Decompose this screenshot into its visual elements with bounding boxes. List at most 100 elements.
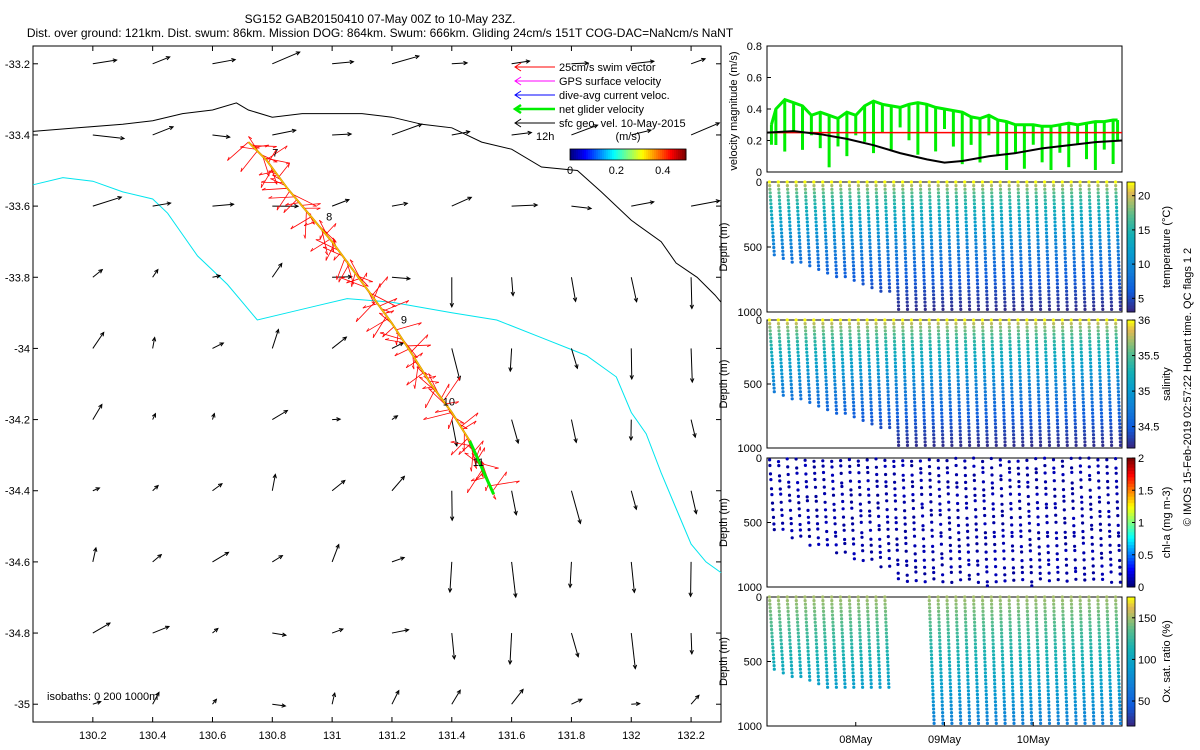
temperature-data-point: [921, 256, 925, 260]
chlorophyll-data-point: [1054, 531, 1058, 535]
chlorophyll-data-point: [892, 459, 896, 463]
temperature-data-point: [789, 249, 794, 253]
chlorophyll-data-point: [939, 542, 944, 546]
salinity-data-point: [808, 397, 812, 401]
temperature-data-point: [833, 253, 838, 257]
salinity-data-point: [1098, 368, 1102, 372]
chlorophyll-data-point: [938, 502, 942, 506]
oxygen-data-point: [1025, 613, 1030, 617]
temperature-data-point: [913, 264, 917, 268]
salinity-data-point: [939, 382, 943, 387]
oxygen-data-point: [985, 718, 989, 722]
chlorophyll-data-point: [780, 513, 784, 518]
salinity-data-point: [932, 443, 936, 447]
salinity-data-point: [1079, 343, 1083, 347]
salinity-data-point: [1026, 347, 1030, 351]
temperature-data-point: [1116, 238, 1120, 242]
chlorophyll-data-point: [1064, 542, 1068, 546]
temperature-data-point: [851, 253, 855, 257]
salinity-data-point: [1047, 429, 1051, 433]
salinity-data-point: [833, 386, 837, 390]
chlorophyll-data-point: [1063, 530, 1067, 534]
oxygen-data-point: [831, 624, 835, 628]
oxygen-data-point: [850, 656, 855, 661]
salinity-data-point: [1100, 415, 1104, 419]
salinity-data-point: [842, 382, 846, 387]
temperature-data-point: [1000, 224, 1004, 228]
chlorophyll-data-point: [895, 543, 899, 547]
temperature-data-point: [883, 191, 887, 195]
salinity-data-point: [1030, 440, 1034, 444]
oxygen-data-point: [939, 667, 943, 671]
salinity-data-point: [957, 400, 961, 404]
temperature-data-point: [821, 191, 825, 195]
oxygen-data-point: [780, 656, 784, 661]
salinity-data-point: [1054, 393, 1058, 397]
temperature-data-point: [1017, 213, 1021, 217]
oxygen-data-point: [965, 660, 969, 664]
temperature-data-point: [947, 231, 951, 235]
temperature-data-point: [981, 184, 985, 188]
salinity-data-point: [940, 418, 944, 422]
temperature-data-point: [815, 231, 819, 235]
current-vector-arrow: [690, 419, 696, 438]
salinity-data-point: [991, 350, 995, 354]
oxygen-data-point: [1012, 718, 1016, 722]
chlorophyll-data-point: [1017, 492, 1022, 496]
temperature-data-point: [1053, 231, 1057, 235]
oxygen-data-point: [1028, 671, 1032, 675]
chlorophyll-data-point: [777, 464, 781, 468]
oxygen-data-point: [849, 635, 853, 639]
oxygen-data-point: [1036, 667, 1041, 671]
temperature-data-point: [1062, 235, 1066, 239]
swim-vector-arrow-head: [319, 219, 323, 224]
current-vector-arrow: [92, 404, 103, 420]
current-vector-arrow: [391, 123, 422, 136]
chlorophyll-colorbar-cell: [1127, 567, 1135, 572]
salinity-data-point: [1117, 415, 1121, 419]
temperature-data-point: [912, 260, 917, 264]
temperature-data-point: [990, 202, 994, 206]
salinity-data-point: [975, 400, 979, 404]
salinity-data-point: [816, 390, 820, 394]
oxygen-data-point: [967, 703, 971, 708]
salinity-data-point: [781, 390, 785, 394]
temperature-data-point: [859, 231, 863, 235]
chlorophyll-y-tick-label: 0: [756, 453, 762, 465]
temperature-data-point: [1009, 224, 1013, 228]
chlorophyll-data-point: [867, 500, 871, 504]
oxygen-data-point: [858, 635, 862, 639]
chlorophyll-data-point: [1045, 530, 1050, 535]
salinity-data-point: [858, 357, 862, 361]
oxygen-data-point: [981, 606, 985, 610]
chlorophyll-data-point: [999, 478, 1003, 482]
oxygen-data-point: [931, 685, 935, 689]
temperature-data-point: [807, 253, 811, 257]
chlorophyll-data-point: [858, 493, 862, 497]
oxygen-data-point: [795, 609, 799, 614]
swim-vector-arrow: [476, 446, 481, 457]
velocity-y-tick-label: 0.2: [747, 136, 762, 148]
salinity-data-point: [885, 368, 889, 372]
oxygen-data-point: [1027, 653, 1031, 657]
salinity-data-point: [901, 325, 905, 329]
temperature-data-point: [1047, 293, 1051, 297]
temperature-data-point: [804, 191, 808, 195]
oxygen-data-point: [769, 613, 773, 617]
chlorophyll-data-point: [1117, 534, 1121, 538]
chlorophyll-data-point: [1020, 559, 1024, 563]
chlorophyll-data-point: [1046, 534, 1050, 539]
salinity-data-point: [769, 339, 773, 344]
salinity-data-point: [1062, 372, 1066, 376]
salinity-data-point: [1087, 322, 1091, 326]
temperature-data-point: [1054, 256, 1058, 260]
map-x-tick-label: 131.4: [438, 730, 466, 742]
salinity-data-point: [911, 354, 915, 358]
salinity-data-point: [1010, 397, 1014, 401]
salinity-data-point: [958, 436, 963, 440]
temperature-data-point: [824, 238, 828, 242]
oxygen-y-tick-label: 1000: [738, 721, 762, 733]
temperature-data-point: [991, 235, 996, 239]
salinity-data-point: [958, 418, 962, 422]
salinity-data-point: [805, 347, 809, 351]
